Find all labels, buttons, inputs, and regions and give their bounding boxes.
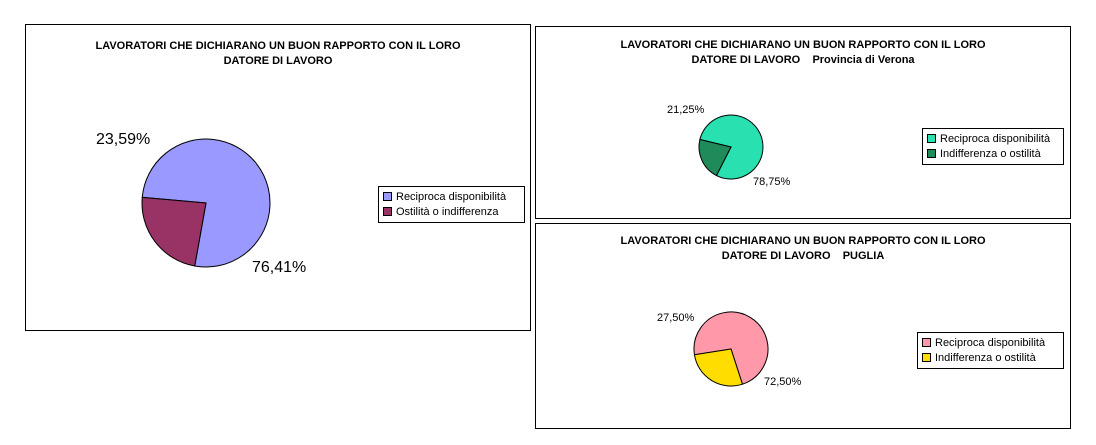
chart-title-line-1: LAVORATORI CHE DICHIARANO UN BUON RAPPOR… bbox=[620, 235, 986, 247]
legend-swatch bbox=[383, 192, 392, 201]
pie-label-reciproca: 72,50% bbox=[764, 376, 802, 388]
legend-swatch bbox=[922, 338, 931, 347]
chart-title: LAVORATORI CHE DICHIARANO UN BUON RAPPOR… bbox=[536, 38, 1070, 68]
pie-label-reciproca: 78,75% bbox=[753, 176, 791, 188]
legend-label: Reciproca disponibilità bbox=[396, 190, 507, 203]
legend: Reciproca disponibilità Indifferenza o o… bbox=[917, 332, 1064, 369]
legend-label: Reciproca disponibilità bbox=[935, 336, 1046, 349]
pie-label-indifferenza: 21,25% bbox=[667, 104, 705, 116]
chart-title-line-2: DATORE DI LAVORO Provincia di Verona bbox=[691, 54, 915, 66]
legend-item-reciproca: Reciproca disponibilità bbox=[927, 131, 1061, 146]
chart-title: LAVORATORI CHE DICHIARANO UN BUON RAPPOR… bbox=[536, 234, 1070, 264]
legend-item-reciproca: Reciproca disponibilità bbox=[922, 335, 1061, 350]
pie-chart bbox=[698, 114, 764, 180]
chart-title-line-1: LAVORATORI CHE DICHIARANO UN BUON RAPPOR… bbox=[620, 39, 986, 51]
chart-title: LAVORATORI CHE DICHIARANO UN BUON RAPPOR… bbox=[26, 39, 530, 69]
chart-title-line-1: LAVORATORI CHE DICHIARANO UN BUON RAPPOR… bbox=[95, 40, 461, 52]
legend: Reciproca disponibilità Ostilità o indif… bbox=[378, 186, 525, 223]
chart-panel-verona: LAVORATORI CHE DICHIARANO UN BUON RAPPOR… bbox=[535, 26, 1071, 219]
chart-title-line-2: DATORE DI LAVORO PUGLIA bbox=[721, 250, 885, 262]
legend-label: Indifferenza o ostilità bbox=[935, 351, 1036, 364]
pie-label-indifferenza: 27,50% bbox=[657, 312, 695, 324]
legend-item-indifferenza: Indifferenza o ostilità bbox=[927, 146, 1061, 161]
legend-swatch bbox=[383, 207, 392, 216]
legend-label: Indifferenza o ostilità bbox=[940, 147, 1041, 160]
chart-panel-puglia: LAVORATORI CHE DICHIARANO UN BUON RAPPOR… bbox=[535, 223, 1071, 429]
pie-label-reciproca: 76,41% bbox=[252, 259, 307, 276]
chart-panel-overall: LAVORATORI CHE DICHIARANO UN BUON RAPPOR… bbox=[25, 24, 531, 331]
legend-label: Ostilità o indifferenza bbox=[396, 205, 499, 218]
legend-item-ostilita: Ostilità o indifferenza bbox=[383, 204, 522, 219]
pie-slice-major bbox=[693, 311, 769, 385]
legend: Reciproca disponibilità Indifferenza o o… bbox=[922, 128, 1064, 165]
pie-slice-minor bbox=[141, 196, 207, 267]
legend-item-indifferenza: Indifferenza o ostilità bbox=[922, 350, 1061, 365]
pie-chart bbox=[693, 311, 769, 387]
legend-swatch bbox=[922, 353, 931, 362]
pie-chart bbox=[141, 138, 271, 268]
pie-slice-minor bbox=[698, 138, 732, 177]
chart-title-line-2: DATORE DI LAVORO bbox=[223, 55, 333, 67]
pie-label-ostilita: 23,59% bbox=[96, 131, 151, 148]
pie-slice-minor bbox=[693, 348, 744, 387]
legend-swatch bbox=[927, 134, 936, 143]
legend-swatch bbox=[927, 149, 936, 158]
legend-label: Reciproca disponibilità bbox=[940, 132, 1051, 145]
legend-item-reciproca: Reciproca disponibilità bbox=[383, 189, 522, 204]
